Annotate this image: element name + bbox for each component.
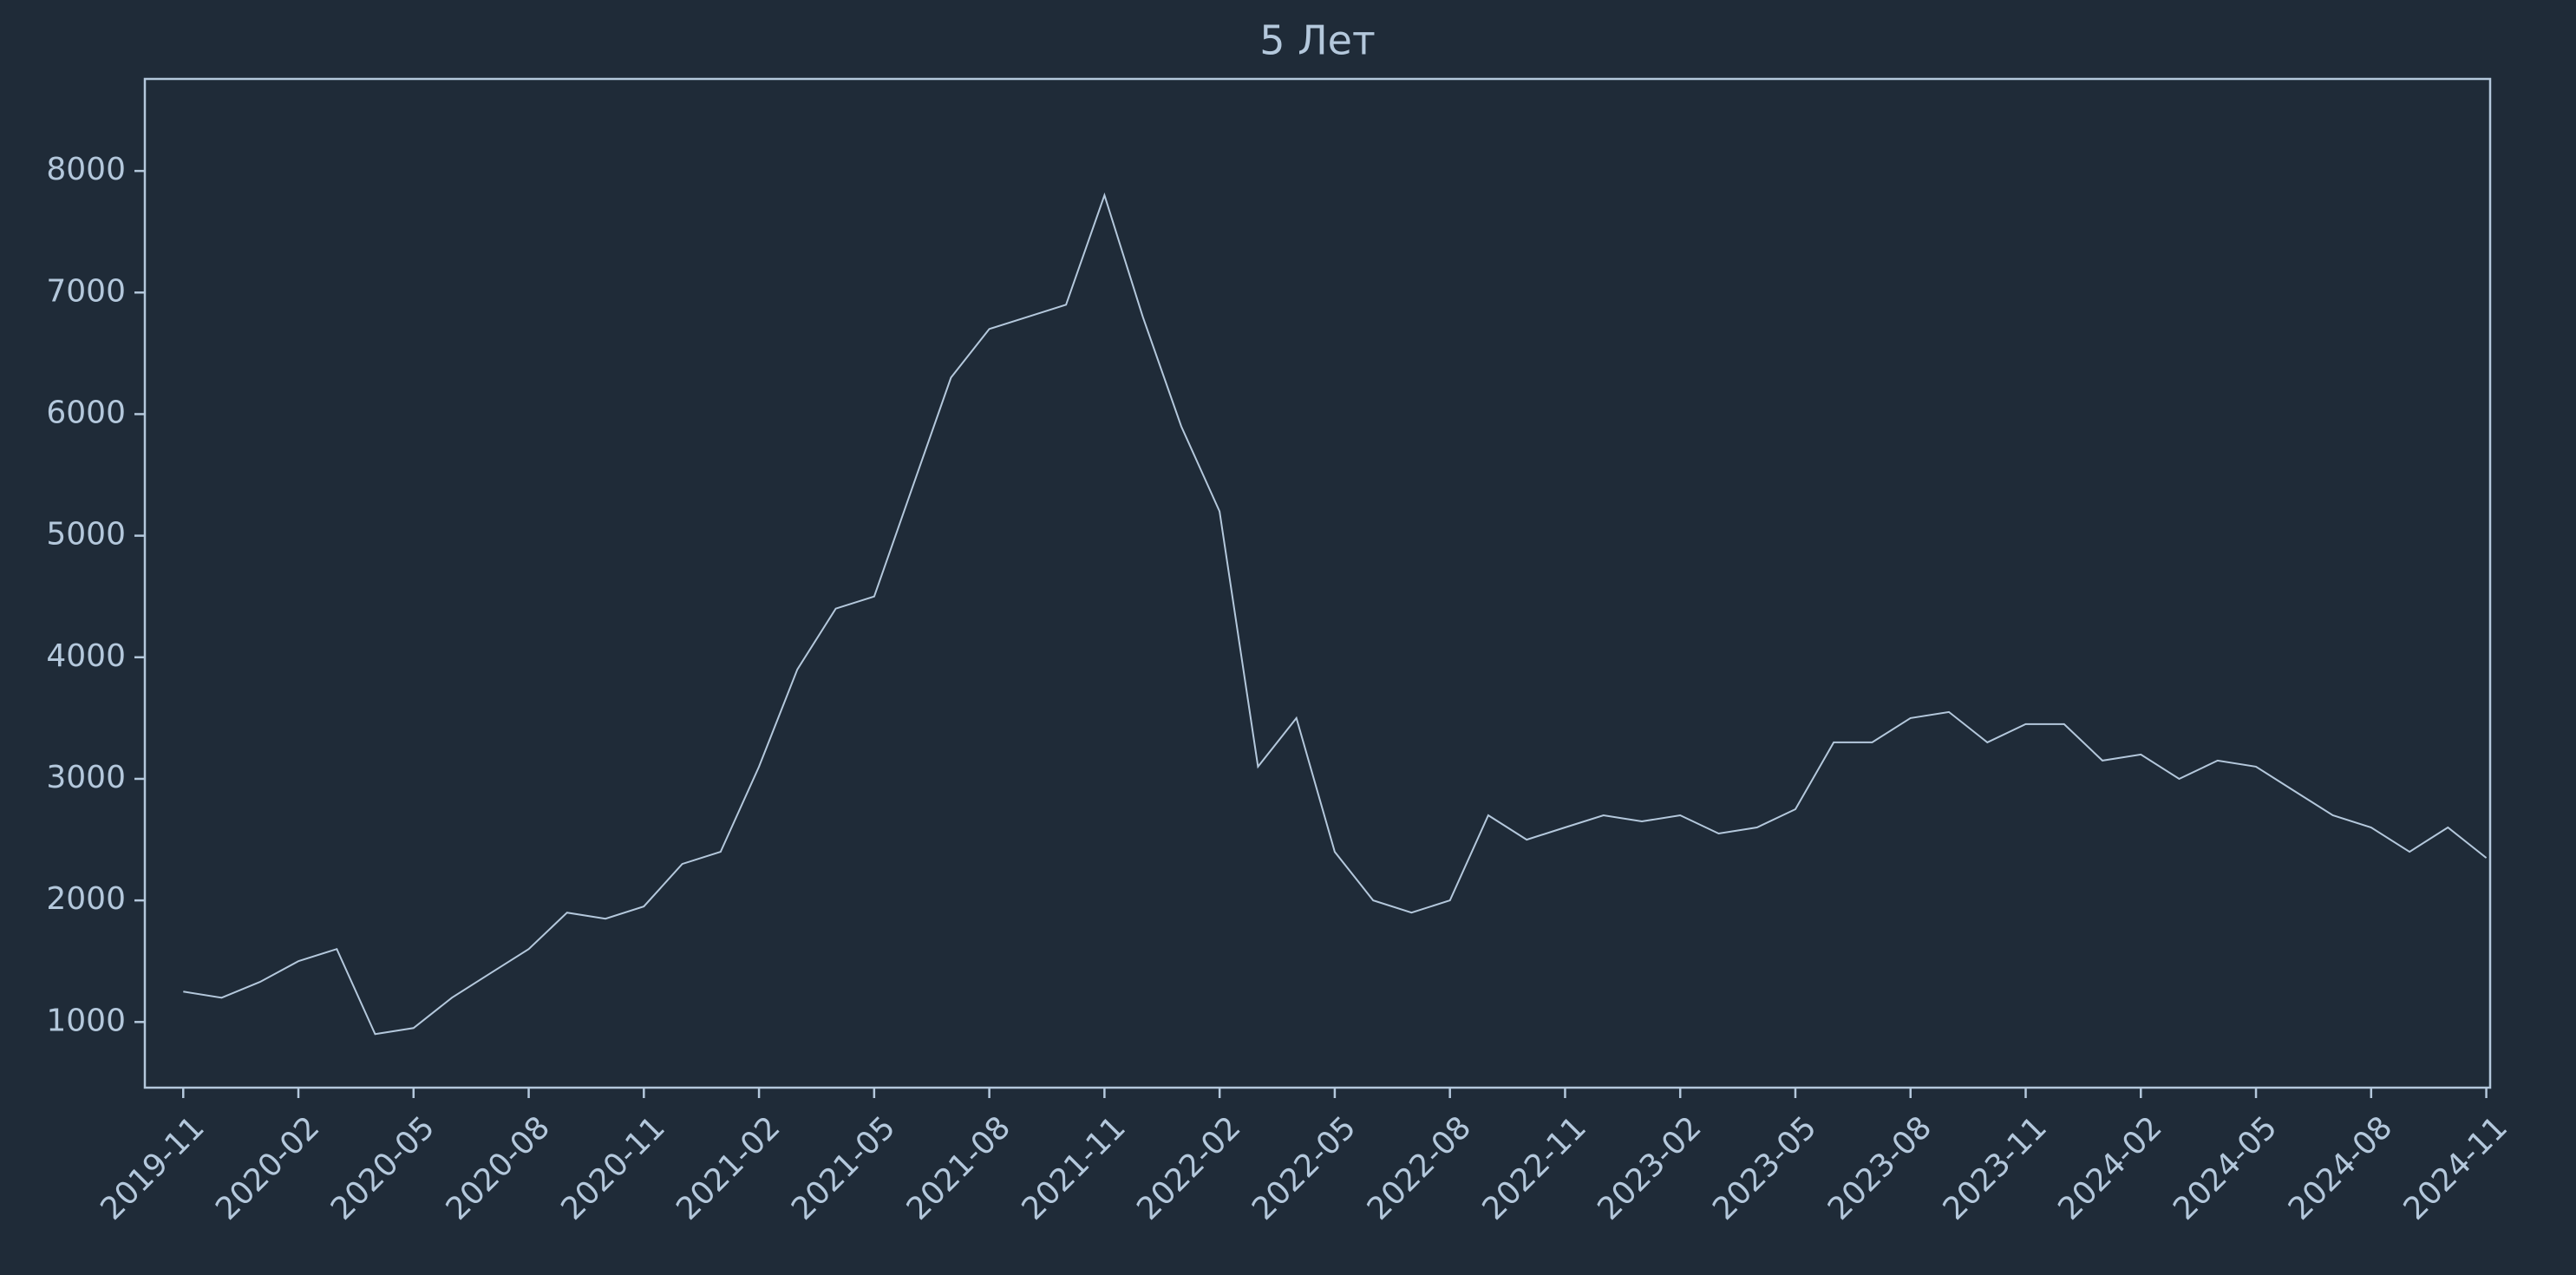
y-tick-label: 4000: [46, 638, 126, 674]
x-tick-label: 2020-05: [324, 1109, 441, 1226]
x-tick-label: 2022-02: [1130, 1109, 1247, 1226]
x-tick-label: 2023-08: [1821, 1109, 1939, 1226]
y-tick-label: 7000: [46, 273, 126, 309]
x-tick-label: 2022-08: [1361, 1109, 1478, 1226]
price-line: [183, 192, 2488, 1036]
y-tick-label: 2000: [46, 881, 126, 917]
plot-frame: [143, 77, 2492, 1089]
x-tick-label: 2021-05: [785, 1109, 902, 1226]
x-tick-label: 2024-08: [2282, 1109, 2399, 1226]
x-tick-label: 2021-11: [1015, 1109, 1132, 1226]
x-tick-label: 2019-11: [94, 1109, 211, 1226]
x-tick-label: 2023-02: [1591, 1109, 1708, 1226]
x-tick-label: 2024-05: [2167, 1109, 2284, 1226]
x-tick-label: 2022-11: [1476, 1109, 1593, 1226]
x-tick-label: 2024-11: [2397, 1109, 2514, 1226]
x-tick-label: 2020-02: [209, 1109, 326, 1226]
x-tick-label: 2021-02: [670, 1109, 787, 1226]
x-tick-label: 2021-08: [900, 1109, 1017, 1226]
y-tick-label: 5000: [46, 517, 126, 552]
y-tick-label: 6000: [46, 395, 126, 430]
y-tick-label: 8000: [46, 152, 126, 187]
x-tick-label: 2024-02: [2051, 1109, 2168, 1226]
x-tick-label: 2020-08: [440, 1109, 557, 1226]
y-tick-label: 1000: [46, 1003, 126, 1038]
y-tick-label: 3000: [46, 760, 126, 795]
x-tick-label: 2020-11: [554, 1109, 671, 1226]
x-tick-label: 2023-05: [1706, 1109, 1823, 1226]
chart-title: 5 Лет: [1259, 17, 1376, 64]
x-tick-label: 2022-05: [1246, 1109, 1363, 1226]
x-tick-label: 2023-11: [1937, 1109, 2054, 1226]
